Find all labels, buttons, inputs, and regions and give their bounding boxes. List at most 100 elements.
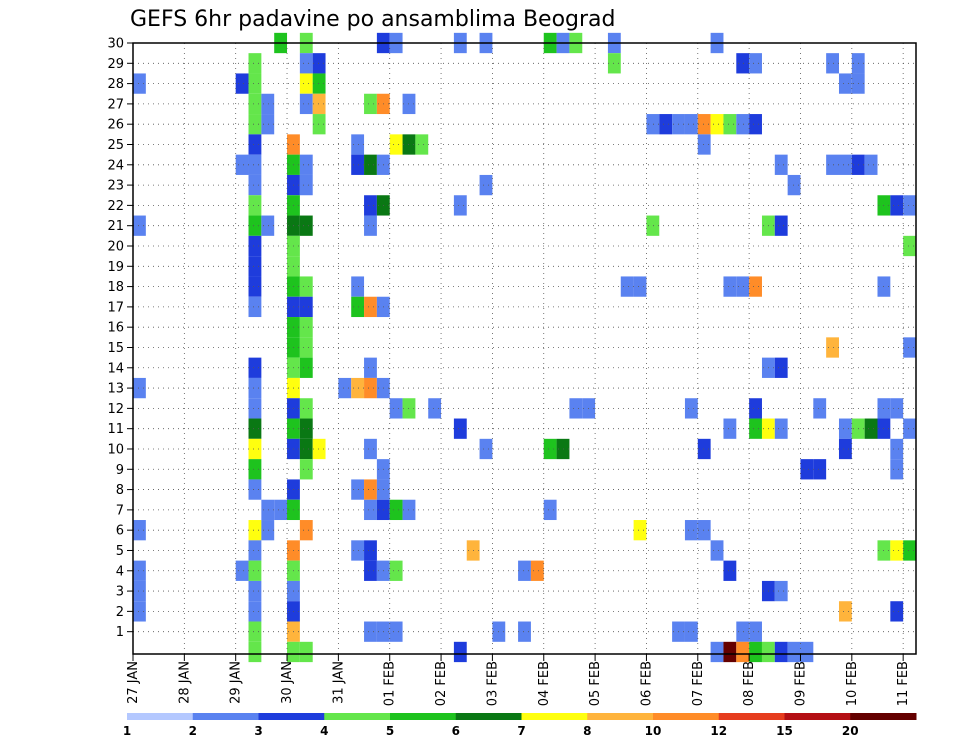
x-tick-label: 29 JAN <box>229 661 244 704</box>
precip-cell <box>299 53 313 74</box>
precip-cell <box>299 641 313 663</box>
x-tick-label: 04 FEB <box>537 661 552 706</box>
precip-cell <box>235 154 249 175</box>
precip-cell <box>890 438 904 460</box>
precip-cell <box>248 53 262 74</box>
precip-cell <box>415 134 429 155</box>
precip-cell <box>684 520 698 541</box>
precip-cell <box>364 215 377 236</box>
precip-cell <box>826 53 839 74</box>
precip-cell <box>299 317 313 338</box>
x-tick-label: 05 FEB <box>588 661 603 706</box>
precip-cell <box>248 601 262 622</box>
precip-cell <box>697 438 711 460</box>
precip-cell <box>351 276 365 297</box>
precip-cell <box>248 235 262 257</box>
precip-cell <box>749 621 762 642</box>
precip-cell <box>312 438 326 460</box>
precip-cell <box>774 357 788 378</box>
precip-cell <box>543 499 557 521</box>
y-tick-label: 2 <box>116 605 124 620</box>
precip-cell <box>723 418 737 439</box>
precip-cell <box>864 154 878 175</box>
precip-cell <box>774 580 788 602</box>
precip-cell <box>838 601 852 622</box>
y-tick-label: 10 <box>107 442 124 457</box>
precip-cell <box>274 499 288 521</box>
y-tick-label: 9 <box>116 463 124 478</box>
colorbar-swatch <box>653 713 720 720</box>
precip-cell <box>312 114 326 135</box>
precip-cell <box>248 215 262 236</box>
precip-cell <box>312 53 326 74</box>
precip-cell <box>749 398 762 419</box>
precip-cell <box>351 479 365 500</box>
precip-cell <box>299 276 313 297</box>
x-tick-label: 31 JAN <box>331 661 346 704</box>
precip-cell <box>248 377 262 399</box>
precip-cell <box>235 73 249 94</box>
grid-lines <box>133 42 916 654</box>
precip-cell <box>248 134 262 155</box>
precip-cell <box>774 154 788 175</box>
precip-cell <box>787 641 801 663</box>
colorbar-label: 7 <box>517 724 525 738</box>
y-tick-label: 27 <box>107 97 124 112</box>
precip-cell <box>248 438 262 460</box>
colorbar-swatch <box>521 713 588 720</box>
precip-cell <box>787 174 801 196</box>
x-tick-label: 09 FEB <box>793 661 808 706</box>
precip-cell <box>633 520 647 541</box>
y-tick-label: 5 <box>116 544 124 559</box>
precip-cell <box>248 641 262 663</box>
precip-cell <box>890 398 904 419</box>
precip-cell <box>364 154 377 175</box>
precip-cell <box>248 540 262 561</box>
y-tick-label: 17 <box>107 300 124 315</box>
y-tick-label: 12 <box>107 402 124 417</box>
precip-cell <box>646 114 660 135</box>
precip-cell <box>261 93 275 115</box>
precip-cell <box>890 459 904 480</box>
precip-cell <box>903 235 916 257</box>
y-tick-label: 29 <box>107 57 124 72</box>
y-tick-label: 14 <box>107 361 124 376</box>
precip-cell <box>774 215 788 236</box>
precip-cell <box>903 418 916 439</box>
colorbar-label: 20 <box>842 724 859 738</box>
colorbar-label: 1 <box>123 724 131 738</box>
precip-cell <box>364 296 377 318</box>
y-tick-label: 26 <box>107 118 124 133</box>
colorbar-label: 6 <box>452 724 460 738</box>
precip-cell <box>389 621 403 642</box>
precip-cell <box>248 73 262 94</box>
precip-cell <box>774 418 788 439</box>
precip-cell <box>723 276 737 297</box>
precip-cell <box>364 621 377 642</box>
y-tick-label: 13 <box>107 382 124 397</box>
colorbar-swatch <box>455 713 522 720</box>
precip-cell <box>838 154 852 175</box>
precip-cell <box>569 398 583 419</box>
colorbar-label: 5 <box>386 724 394 738</box>
precip-cell <box>364 560 377 581</box>
precip-cell <box>710 641 724 663</box>
precip-cell <box>479 174 493 196</box>
colorbar-label: 15 <box>776 724 793 738</box>
precip-cell <box>133 580 146 602</box>
x-tick-label: 07 FEB <box>691 661 706 706</box>
precip-cell <box>299 174 313 196</box>
precip-cell <box>903 540 916 561</box>
precip-cell <box>248 114 262 135</box>
precip-cell <box>248 560 262 581</box>
colorbar-swatch <box>390 713 457 720</box>
precip-cell <box>248 459 262 480</box>
precip-cell <box>235 560 249 581</box>
precip-cell <box>248 174 262 196</box>
y-tick-label: 28 <box>107 77 124 92</box>
precip-cell <box>530 560 544 581</box>
precip-cell <box>299 337 313 358</box>
colorbar-swatch <box>850 713 917 720</box>
precip-cell <box>800 641 814 663</box>
